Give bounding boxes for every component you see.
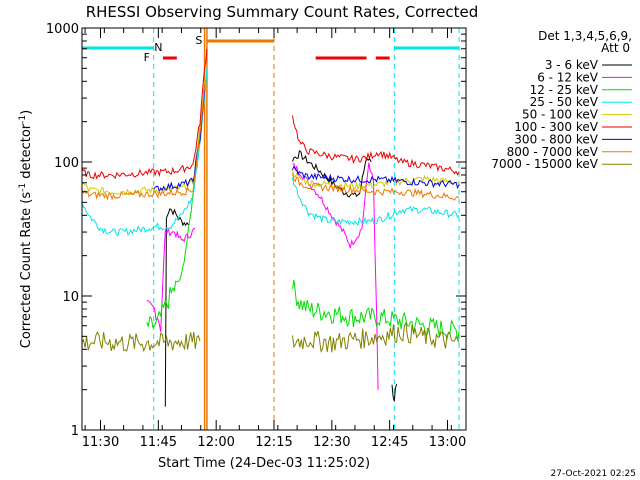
series-line-0: [164, 208, 189, 407]
legend-entry-label: 300 - 800 keV: [514, 132, 598, 146]
y-tick-label: 1: [71, 424, 79, 439]
flag-label-flare: F: [144, 51, 150, 64]
series-line-8: [292, 321, 460, 353]
series-line-7: [81, 84, 206, 201]
y-tick-label: 10: [62, 290, 79, 305]
series-group: [81, 48, 460, 407]
flag-label-night: N: [154, 41, 162, 54]
series-line-6: [153, 89, 206, 193]
series-line-5: [292, 115, 460, 176]
x-tick-label: 13:00: [429, 435, 466, 450]
series-line-8: [81, 331, 201, 353]
legend-entry-label: 12 - 25 keV: [530, 83, 599, 97]
series-line-0: [391, 383, 398, 402]
series-line-2: [292, 280, 460, 341]
flag-label-saa: S: [195, 34, 202, 47]
series-line-2: [146, 127, 201, 329]
legend-attenuator: Att 0: [601, 41, 630, 55]
legend-entry-label: 100 - 300 keV: [514, 120, 598, 134]
series-line-7: [292, 173, 460, 201]
x-tick-label: 12:15: [255, 435, 292, 450]
legend-entry-label: 25 - 50 keV: [530, 95, 599, 109]
series-line-3: [292, 177, 460, 227]
legend-entry-label: 6 - 12 keV: [537, 70, 599, 84]
legend-detectors: Det 1,3,4,5,6,9,: [538, 29, 632, 43]
legend-entry-label: 800 - 7000 keV: [507, 145, 599, 159]
chart-title: RHESSI Observing Summary Count Rates, Co…: [86, 3, 479, 21]
x-axis-label: Start Time (24-Dec-03 11:25:02): [158, 456, 370, 471]
series-line-0: [292, 150, 372, 198]
legend-entry-label: 3 - 6 keV: [545, 58, 599, 72]
series-line-6: [292, 165, 460, 190]
x-tick-label: 12:30: [313, 435, 350, 450]
series-line-4: [81, 81, 206, 196]
generation-timestamp: 27-Oct-2021 02:25: [551, 469, 636, 479]
x-tick-label: 11:45: [140, 435, 177, 450]
series-line-5: [81, 48, 208, 180]
y-tick-label: 100: [54, 156, 79, 171]
x-tick-label: 12:45: [371, 435, 408, 450]
x-tick-label: 11:30: [82, 435, 119, 450]
series-line-1: [292, 162, 379, 390]
legend-entry-label: 50 - 100 keV: [522, 108, 599, 122]
y-axis-label: Corrected Count Rate (s-1 detector-1): [18, 110, 34, 348]
x-tick-label: 12:00: [197, 435, 234, 450]
y-tick-label: 1000: [46, 22, 79, 37]
legend-entry-label: 7000 - 15000 keV: [491, 157, 598, 171]
series-line-3: [81, 68, 208, 237]
